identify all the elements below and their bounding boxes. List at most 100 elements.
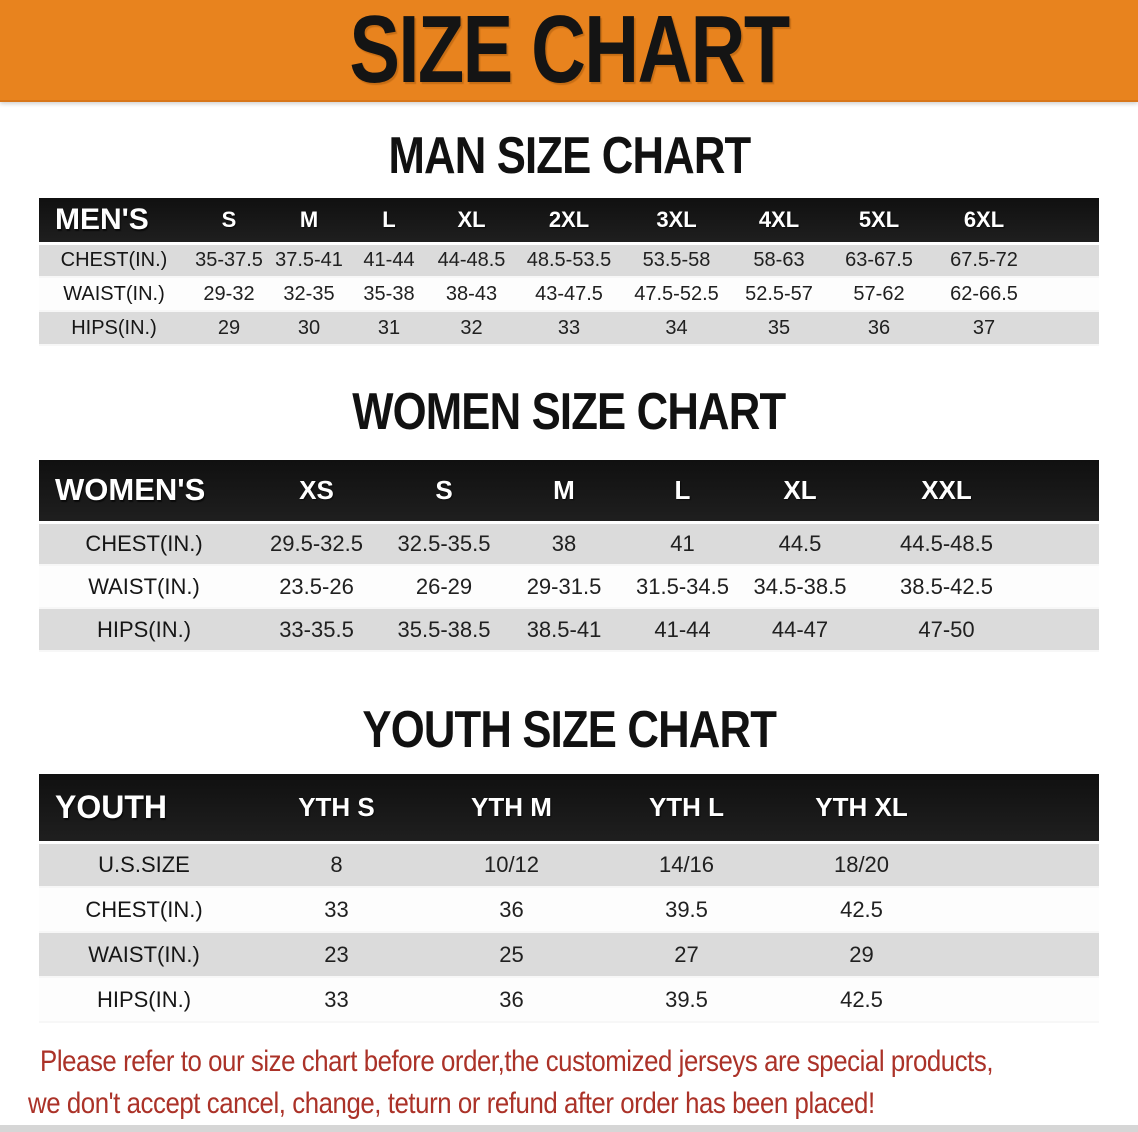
size-cell: 44.5 — [778, 530, 822, 556]
size-cell: 18/20 — [833, 851, 890, 877]
size-cell: 34 — [665, 316, 688, 339]
size-cell: 38.5-42.5 — [900, 573, 993, 599]
size-cell: 35-37.5 — [195, 248, 263, 271]
bottom-strip — [0, 1125, 1138, 1132]
size-cell: 35 — [767, 316, 791, 339]
size-cell: 43-47.5 — [535, 282, 603, 305]
spacer-cell — [1034, 460, 1099, 524]
size-cell: 44-47 — [771, 616, 829, 642]
size-cell: 29 — [849, 941, 874, 967]
table-row: CHEST(IN.) 35-37.5 37.5-41 41-44 44-48.5 48.5… — [39, 243, 1099, 277]
size-cell: 39.5 — [665, 896, 708, 922]
size-cell: 57-62 — [853, 282, 905, 305]
row-label: HIPS(IN.) — [71, 316, 157, 339]
column-header: 5XL — [829, 198, 929, 245]
size-cell: 37 — [972, 316, 996, 339]
size-cell: 42.5 — [840, 896, 883, 922]
size-cell: 38 — [551, 530, 577, 556]
row-label: U.S.SIZE — [98, 851, 190, 877]
womens-size-table: WOMEN'S XS S M L XL XXL CHEST(IN.) 29.5-32.5 32.5… — [39, 460, 1099, 652]
spacer-cell — [949, 932, 1099, 977]
size-cell: 23 — [324, 941, 349, 967]
spacer-cell — [949, 774, 1099, 844]
column-header: YTH L — [599, 774, 774, 844]
column-header: 4XL — [729, 198, 829, 245]
size-cell: 42.5 — [840, 986, 883, 1012]
spacer-cell — [1039, 311, 1099, 345]
size-cell: 29 — [217, 316, 241, 339]
column-header: XXL — [859, 460, 1034, 524]
column-header: M — [504, 460, 624, 524]
size-cell: 47-50 — [918, 616, 975, 642]
youth-size-chart-title: YOUTH SIZE CHART — [0, 704, 1138, 756]
column-header: XL — [741, 460, 859, 524]
man-size-chart-section: MAN SIZE CHART MEN'S S M L XL 2XL 3XL 4XL 5XL 6XL… — [0, 130, 1138, 346]
size-cell: 25 — [499, 941, 524, 967]
column-header: YTH XL — [774, 774, 949, 844]
women-size-chart-title-text: WOMEN SIZE CHART — [352, 383, 786, 441]
size-cell: 39.5 — [665, 986, 708, 1012]
disclaimer-line-2: we don't accept cancel, change, teturn o… — [28, 1087, 875, 1120]
spacer-cell — [1034, 522, 1099, 565]
size-cell: 52.5-57 — [745, 282, 813, 305]
spacer-cell — [1034, 608, 1099, 651]
youth-size-table: YOUTH YTH S YTH M YTH L YTH XL U.S.SIZE 8 10/12… — [39, 774, 1099, 1023]
size-cell: 29-31.5 — [526, 573, 602, 599]
spacer-cell — [949, 842, 1099, 887]
size-cell: 63-67.5 — [845, 248, 913, 271]
row-label: CHEST(IN.) — [60, 248, 168, 271]
spacer-cell — [1039, 277, 1099, 311]
column-header: XL — [429, 198, 514, 245]
column-header: XS — [249, 460, 384, 524]
size-cell: 38-43 — [445, 282, 498, 305]
column-header: 3XL — [624, 198, 729, 245]
size-cell: 29.5-32.5 — [270, 530, 363, 556]
size-cell: 35-38 — [363, 282, 415, 305]
column-header: YTH S — [249, 774, 424, 844]
disclaimer-text: Please refer to our size chart before or… — [0, 1041, 1138, 1125]
size-cell: 10/12 — [483, 851, 540, 877]
size-cell: 36 — [499, 896, 524, 922]
size-cell: 23.5-26 — [279, 573, 354, 599]
women-header-row: WOMEN'S XS S M L XL XXL — [39, 460, 1099, 524]
men-header-row: MEN'S S M L XL 2XL 3XL 4XL 5XL 6XL — [39, 198, 1099, 245]
column-header: S — [189, 198, 269, 245]
mens-size-table: MEN'S S M L XL 2XL 3XL 4XL 5XL 6XL CHEST(IN.) 35-37… — [39, 198, 1099, 346]
spacer-cell — [1034, 565, 1099, 608]
row-label: WAIST(IN.) — [63, 282, 165, 305]
size-cell: 31 — [377, 316, 401, 339]
size-cell: 27 — [674, 941, 699, 967]
column-header: 6XL — [929, 198, 1039, 245]
table-row: HIPS(IN.) 33-35.5 35.5-38.5 38.5-41 41-44 44-… — [39, 608, 1099, 651]
size-cell: 30 — [297, 316, 321, 339]
size-cell: 31.5-34.5 — [636, 573, 729, 599]
table-row: CHEST(IN.) 29.5-32.5 32.5-35.5 38 41 44.5 44.5… — [39, 522, 1099, 565]
table-row: WAIST(IN.) 23.5-26 26-29 29-31.5 31.5-34.5 34… — [39, 565, 1099, 608]
table-row: CHEST(IN.) 33 36 39.5 42.5 — [39, 887, 1099, 932]
column-header: L — [624, 460, 741, 524]
table-corner-label: MEN'S — [39, 198, 189, 245]
table-corner-label: WOMEN'S — [39, 460, 249, 524]
women-size-chart-title: WOMEN SIZE CHART — [0, 386, 1138, 438]
size-cell: 14/16 — [658, 851, 715, 877]
size-cell: 47.5-52.5 — [634, 282, 719, 305]
row-label: CHEST(IN.) — [85, 530, 203, 556]
table-row: HIPS(IN.) 29 30 31 32 33 34 35 36 37 — [39, 311, 1099, 345]
spacer-cell — [949, 977, 1099, 1022]
size-cell: 26-29 — [415, 573, 473, 599]
size-cell: 41-44 — [654, 616, 711, 642]
table-row: U.S.SIZE 8 10/12 14/16 18/20 — [39, 842, 1099, 887]
size-cell: 44.5-48.5 — [900, 530, 993, 556]
column-header: M — [269, 198, 349, 245]
column-header: S — [384, 460, 504, 524]
row-label: HIPS(IN.) — [96, 986, 192, 1012]
women-size-chart-section: WOMEN SIZE CHART WOMEN'S XS S M L XL XXL CHEST(… — [0, 386, 1138, 652]
size-cell: 33 — [324, 896, 349, 922]
column-header: L — [349, 198, 429, 245]
row-label: HIPS(IN.) — [96, 616, 192, 642]
size-cell: 35.5-38.5 — [397, 616, 491, 642]
spacer-cell — [1039, 198, 1099, 245]
size-cell: 36 — [499, 986, 524, 1012]
man-size-chart-title: MAN SIZE CHART — [0, 130, 1138, 182]
spacer-cell — [949, 887, 1099, 932]
